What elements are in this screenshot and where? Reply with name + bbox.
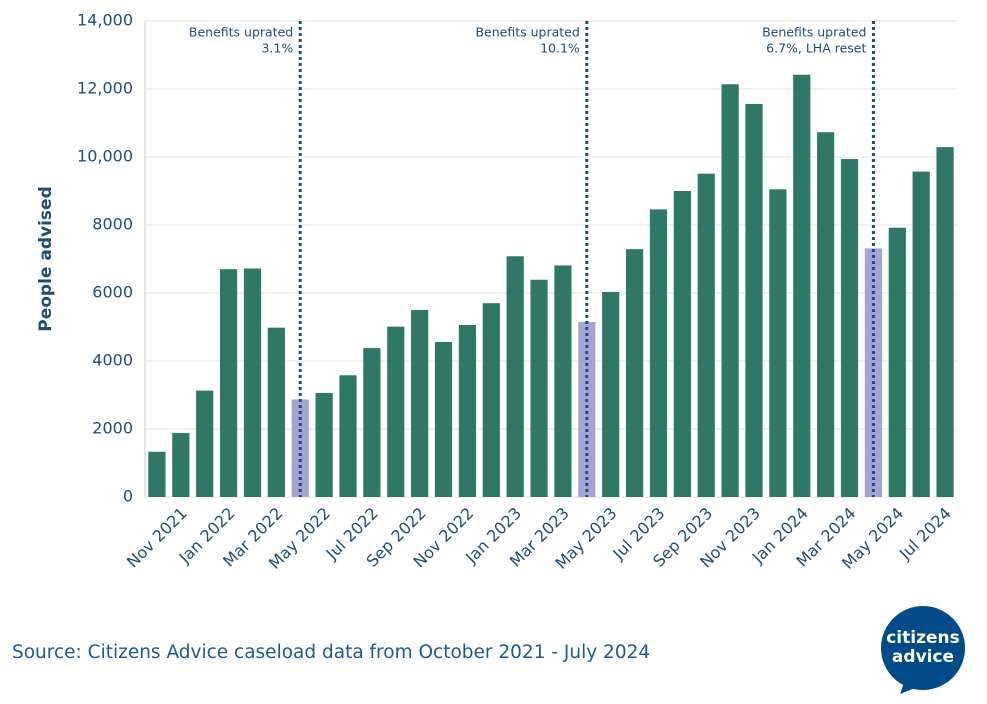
x-tick-label: Nov 2021: [123, 504, 191, 572]
bar: [840, 159, 859, 498]
bar: [482, 303, 500, 497]
annotation-text: 10.1%: [540, 41, 580, 56]
bar: [769, 189, 787, 498]
logo-circle: [881, 606, 965, 690]
bar: [554, 265, 572, 497]
bar: [602, 291, 620, 497]
logo-text: advice: [892, 647, 954, 667]
annotation-text: Benefits uprated: [762, 25, 866, 40]
bar: [936, 147, 954, 497]
bar: [458, 324, 477, 497]
y-tick-label: 4000: [92, 351, 133, 370]
bar: [864, 248, 883, 497]
bar: [411, 310, 429, 497]
bar: [148, 451, 166, 497]
annotation-text: Benefits uprated: [189, 25, 293, 40]
bar: [578, 321, 596, 497]
bar: [697, 173, 715, 497]
bar: [506, 256, 524, 497]
bar: [817, 132, 835, 497]
bar: [721, 84, 739, 498]
bar: [888, 227, 906, 497]
y-tick-label: 10,000: [77, 147, 133, 166]
y-tick-label: 6000: [92, 283, 133, 302]
y-tick-label: 8000: [92, 215, 133, 234]
bar: [434, 341, 453, 497]
annotation-text: Benefits uprated: [475, 25, 579, 40]
bar: [219, 269, 238, 497]
bar: [315, 392, 333, 497]
source: Source: Citizens Advice caseload data fr…: [12, 642, 650, 663]
annotation-text: 6.7%, LHA reset: [766, 41, 866, 56]
x-tick-label: Jul 2024: [895, 504, 955, 564]
bar: [530, 279, 548, 497]
y-axis-label: People advised: [36, 186, 56, 331]
logo: citizens advice: [881, 606, 965, 694]
bar: [912, 171, 930, 497]
bar: [673, 191, 691, 497]
logo-text: citizens: [886, 628, 960, 648]
y-tick-label: 2000: [92, 419, 133, 438]
y-tick-label: 12,000: [77, 79, 133, 98]
bar: [243, 268, 262, 497]
annotation-text: 3.1%: [261, 41, 293, 56]
bar: [387, 326, 405, 497]
bar: [625, 249, 644, 497]
bar: [745, 103, 763, 498]
y-tick-label: 0: [123, 487, 133, 506]
bar: [363, 348, 381, 497]
bar: [793, 74, 811, 497]
bar: [649, 209, 668, 498]
y-tick-label: 14,000: [77, 11, 133, 30]
bar: [339, 375, 357, 497]
bar: [267, 327, 285, 497]
bar: [172, 433, 190, 497]
bar: [196, 390, 214, 497]
